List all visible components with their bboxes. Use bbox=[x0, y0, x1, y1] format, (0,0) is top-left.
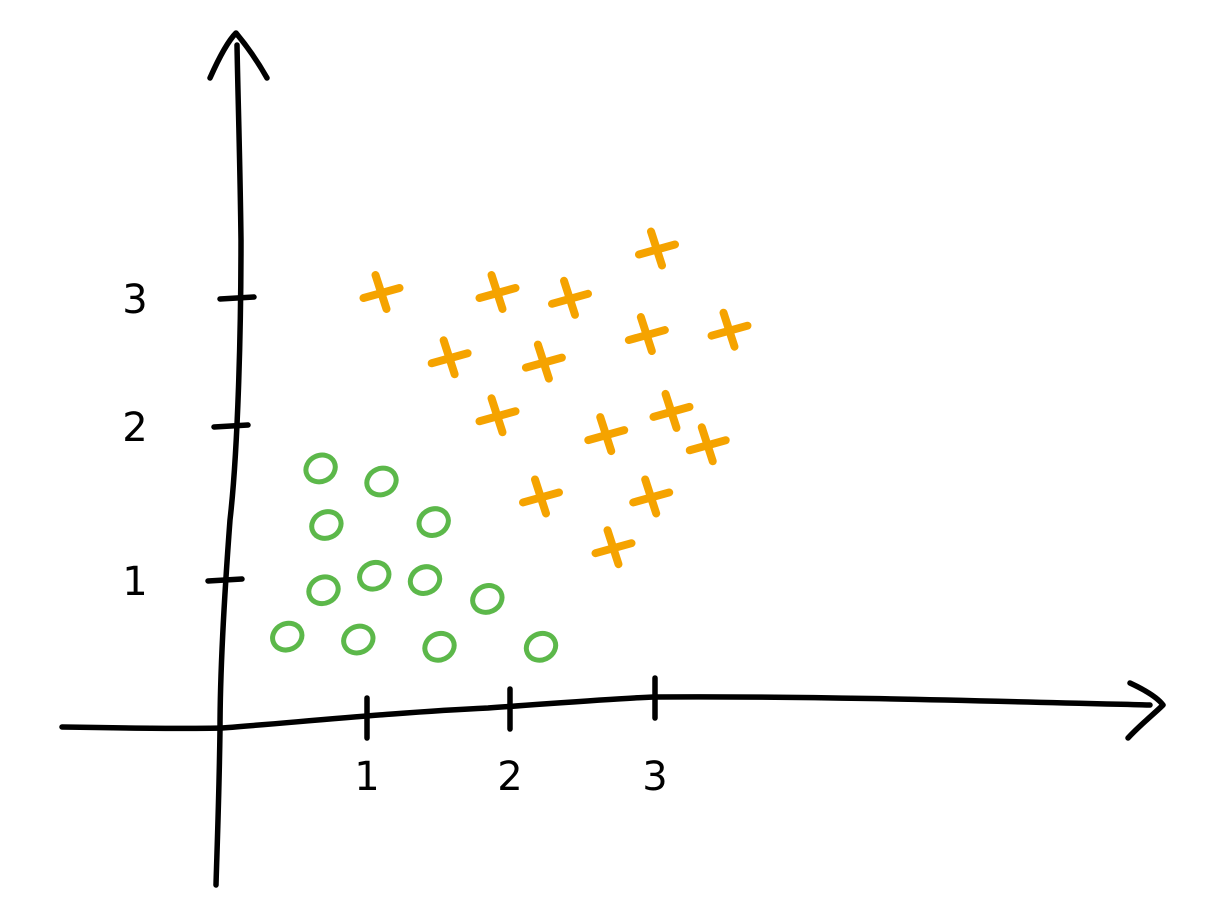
circle-point bbox=[523, 630, 559, 663]
cross-point bbox=[629, 475, 674, 518]
cross-point bbox=[475, 271, 520, 313]
circle-point bbox=[364, 465, 399, 498]
x-tick-label-3: 3 bbox=[642, 754, 667, 800]
circle-point bbox=[309, 509, 344, 541]
x-axis-line bbox=[59, 694, 1153, 732]
circle-point bbox=[416, 506, 451, 538]
cross-point bbox=[591, 526, 636, 569]
cross-point bbox=[519, 475, 563, 518]
circle-point bbox=[341, 623, 376, 656]
y-tick-label-2: 2 bbox=[122, 405, 147, 451]
cross-point bbox=[475, 394, 520, 437]
cross-point bbox=[359, 271, 404, 313]
cross-point bbox=[624, 313, 669, 356]
cross-point bbox=[635, 227, 679, 270]
circle-point bbox=[306, 574, 341, 607]
cross-point bbox=[427, 336, 472, 379]
y-tick-1 bbox=[205, 576, 245, 584]
circle-point bbox=[270, 620, 305, 653]
y-axis-ticks: 1 2 3 bbox=[122, 277, 257, 605]
circle-point bbox=[422, 630, 457, 663]
cross-point bbox=[649, 389, 694, 432]
y-tick-2 bbox=[211, 422, 251, 430]
cross-point bbox=[548, 276, 592, 319]
series-1 bbox=[359, 227, 752, 569]
cross-point bbox=[521, 340, 566, 383]
y-tick-3 bbox=[217, 294, 257, 302]
circle-point bbox=[357, 559, 392, 592]
y-axis-arrowhead bbox=[207, 30, 270, 81]
circle-point bbox=[407, 564, 443, 596]
x-axis-arrowhead bbox=[1125, 680, 1166, 741]
cross-point bbox=[685, 423, 730, 466]
y-axis-line bbox=[213, 42, 244, 888]
cross-point bbox=[707, 308, 752, 351]
series-0 bbox=[270, 452, 559, 663]
cross-point bbox=[584, 413, 629, 456]
y-tick-label-1: 1 bbox=[122, 559, 147, 605]
x-tick-label-2: 2 bbox=[497, 754, 522, 800]
x-axis-ticks: 1 2 3 bbox=[354, 675, 668, 800]
circle-point bbox=[470, 583, 505, 615]
y-tick-label-3: 3 bbox=[122, 277, 147, 323]
circle-point bbox=[303, 452, 338, 485]
x-tick-label-1: 1 bbox=[354, 754, 379, 800]
plot-area bbox=[270, 227, 752, 663]
